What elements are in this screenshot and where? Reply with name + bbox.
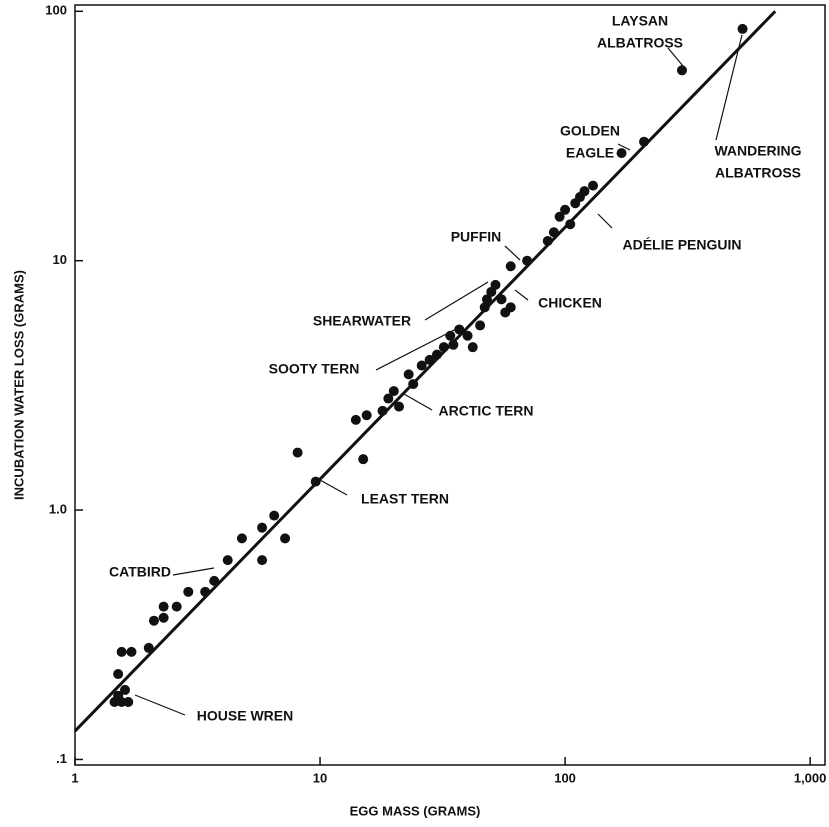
data-point <box>126 647 136 657</box>
y-axis-title: INCUBATION WATER LOSS (GRAMS) <box>11 270 26 500</box>
data-point <box>209 576 219 586</box>
data-point <box>149 616 159 626</box>
data-point <box>394 402 404 412</box>
data-point <box>588 181 598 191</box>
data-point <box>378 406 388 416</box>
data-point <box>280 533 290 543</box>
data-point <box>468 342 478 352</box>
data-point <box>506 261 516 271</box>
data-point <box>522 256 532 266</box>
annotation: CATBIRD <box>109 564 171 580</box>
data-point <box>257 555 267 565</box>
annotation: SOOTY TERN <box>269 361 360 377</box>
leader-line <box>505 246 520 260</box>
x-tick-label: 100 <box>554 770 576 785</box>
data-point <box>404 369 414 379</box>
x-axis-title: EGG MASS (GRAMS) <box>350 803 481 818</box>
data-point <box>351 415 361 425</box>
data-point <box>448 340 458 350</box>
data-point <box>389 386 399 396</box>
data-point <box>490 280 500 290</box>
data-point <box>144 643 154 653</box>
annotation: ALBATROSS <box>715 165 801 181</box>
data-point <box>311 477 321 487</box>
annotation: SHEARWATER <box>313 313 411 329</box>
data-point <box>408 379 418 389</box>
data-point <box>639 137 649 147</box>
annotation: EAGLE <box>566 145 614 161</box>
data-point <box>463 331 473 341</box>
x-tick-label: 10 <box>313 770 327 785</box>
data-point <box>200 587 210 597</box>
data-point <box>565 219 575 229</box>
leader-line <box>598 214 612 228</box>
annotation: ARCTIC TERN <box>439 403 534 419</box>
x-tick-label: 1,000 <box>794 770 827 785</box>
leader-line <box>320 480 347 495</box>
annotation: WANDERING <box>714 143 801 159</box>
y-tick-label: 100 <box>45 3 67 18</box>
data-point <box>579 186 589 196</box>
data-point <box>475 320 485 330</box>
data-point <box>496 294 506 304</box>
data-point <box>362 410 372 420</box>
data-point <box>617 148 627 158</box>
data-point <box>677 65 687 75</box>
data-point <box>237 533 247 543</box>
data-point <box>358 454 368 464</box>
chart: EGG MASS (GRAMS) INCUBATION WATER LOSS (… <box>0 0 829 827</box>
annotation: CHICKEN <box>538 295 602 311</box>
y-tick-label: 10 <box>53 252 67 267</box>
data-point <box>257 523 267 533</box>
data-point <box>432 350 442 360</box>
plot-frame <box>75 5 825 765</box>
data-point <box>113 669 123 679</box>
data-point <box>543 236 553 246</box>
data-point <box>123 697 133 707</box>
annotation: HOUSE WREN <box>197 708 293 724</box>
data-point <box>560 205 570 215</box>
leader-line <box>716 35 742 140</box>
annotation: ADÉLIE PENGUIN <box>622 237 741 253</box>
data-point <box>293 448 303 458</box>
leader-line <box>515 290 528 300</box>
data-point <box>549 227 559 237</box>
annotation: LEAST TERN <box>361 491 449 507</box>
data-point <box>269 511 279 521</box>
fit-line <box>75 11 775 731</box>
x-tick-label: 1 <box>71 770 78 785</box>
annotation: LAYSAN <box>612 13 668 29</box>
y-tick-label: .1 <box>56 751 67 766</box>
leader-line <box>173 568 214 575</box>
data-point <box>117 647 127 657</box>
y-tick-label: 1.0 <box>49 502 67 517</box>
data-point <box>159 602 169 612</box>
annotation: PUFFIN <box>451 229 502 245</box>
data-point <box>120 685 130 695</box>
annotation: ALBATROSS <box>597 35 683 51</box>
leader-line <box>135 695 185 715</box>
data-point <box>439 342 449 352</box>
leader-line <box>404 394 432 410</box>
data-point <box>159 613 169 623</box>
data-point <box>738 24 748 34</box>
data-point <box>172 602 182 612</box>
data-point <box>223 555 233 565</box>
data-point <box>506 302 516 312</box>
data-point <box>183 587 193 597</box>
annotation: GOLDEN <box>560 123 620 139</box>
